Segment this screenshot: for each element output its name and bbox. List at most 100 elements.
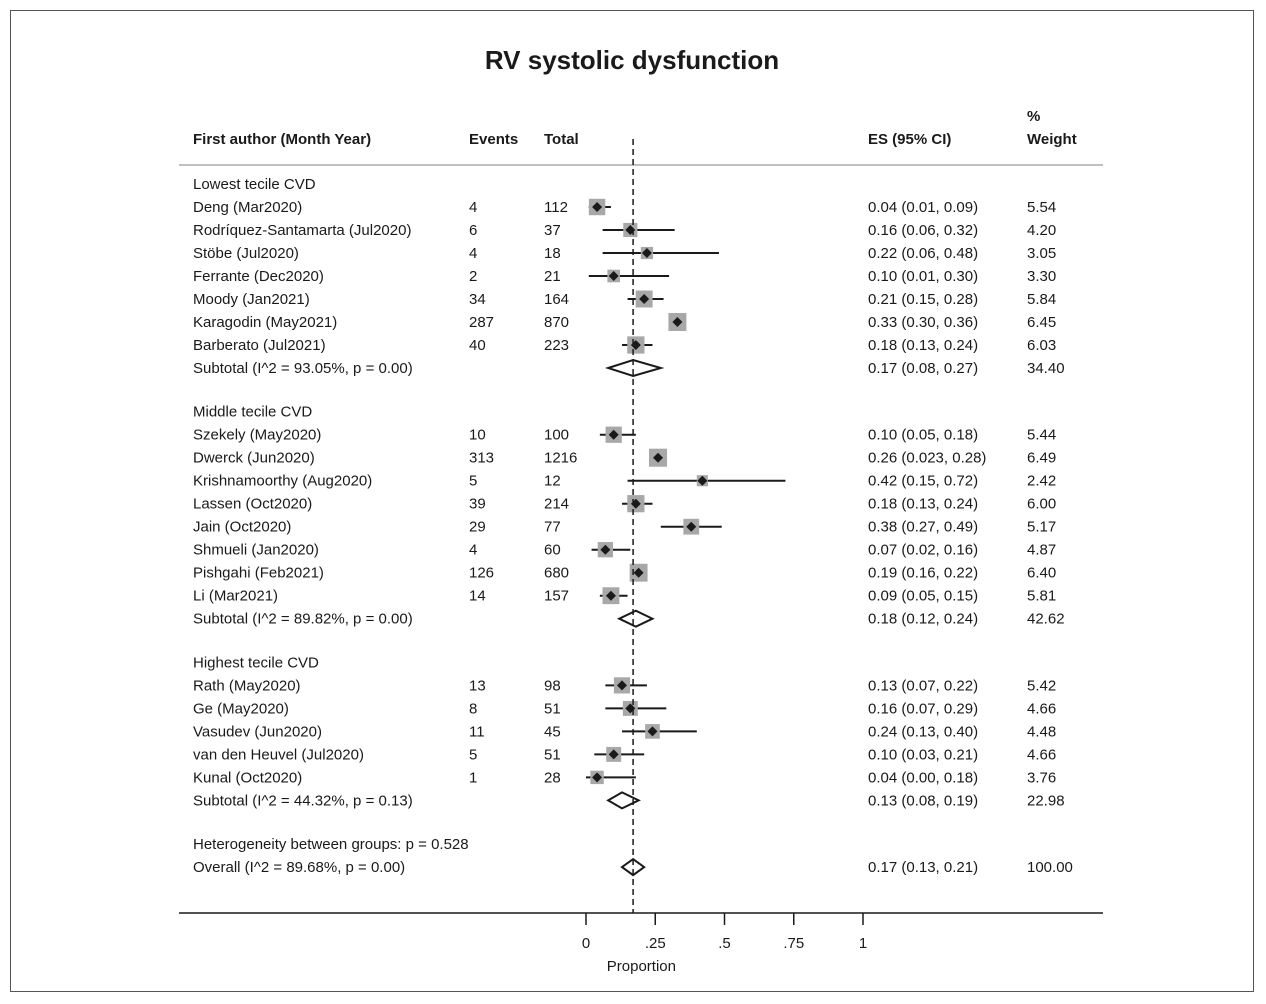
- study-weight: 3.76: [1027, 769, 1056, 786]
- study-es-ci: 0.24 (0.13, 0.40): [868, 723, 978, 740]
- study-name: Pishgahi (Feb2021): [193, 565, 324, 582]
- study-weight: 5.44: [1027, 427, 1056, 444]
- study-name: Rodríquez-Santamarta (Jul2020): [193, 222, 411, 239]
- chart-title: RV systolic dysfunction: [485, 45, 779, 75]
- study-events: 2: [469, 268, 477, 285]
- study-es-ci: 0.22 (0.06, 0.48): [868, 245, 978, 262]
- study-total: 112: [544, 199, 568, 216]
- point-estimate: [686, 521, 697, 532]
- subtotal-weight: 22.98: [1027, 792, 1065, 809]
- study-name: Kunal (Oct2020): [193, 769, 302, 786]
- study-total: 60: [544, 542, 561, 559]
- study-total: 164: [544, 291, 569, 308]
- study-name: Ferrante (Dec2020): [193, 268, 324, 285]
- study-es-ci: 0.10 (0.05, 0.18): [868, 427, 978, 444]
- header-es: ES (95% CI): [868, 131, 951, 148]
- study-es-ci: 0.18 (0.13, 0.24): [868, 496, 978, 513]
- study-name: Shmueli (Jan2020): [193, 542, 319, 559]
- study-weight: 6.00: [1027, 496, 1056, 513]
- study-events: 5: [469, 473, 477, 490]
- study-es-ci: 0.16 (0.06, 0.32): [868, 222, 978, 239]
- study-total: 223: [544, 337, 569, 354]
- point-estimate: [592, 202, 603, 212]
- heterogeneity-text: Heterogeneity between groups: p = 0.528: [193, 836, 469, 853]
- study-weight: 5.17: [1027, 519, 1056, 536]
- study-events: 10: [469, 427, 486, 444]
- point-estimate: [600, 544, 611, 555]
- study-weight: 4.87: [1027, 542, 1056, 559]
- subtotal-es-ci: 0.13 (0.08, 0.19): [868, 792, 978, 809]
- study-weight: 4.66: [1027, 746, 1056, 763]
- study-events: 1: [469, 769, 477, 786]
- study-name: van den Heuvel (Jul2020): [193, 746, 364, 763]
- point-estimate: [697, 475, 708, 486]
- header-total: Total: [544, 131, 579, 148]
- study-total: 98: [544, 677, 561, 694]
- study-es-ci: 0.42 (0.15, 0.72): [868, 473, 978, 490]
- study-name: Vasudev (Jun2020): [193, 723, 322, 740]
- subtotal-diamond: [604, 358, 665, 378]
- group-label: Highest tecile CVD: [193, 654, 319, 671]
- study-es-ci: 0.18 (0.13, 0.24): [868, 337, 978, 354]
- study-name: Krishnamoorthy (Aug2020): [193, 473, 372, 490]
- study-weight: 3.30: [1027, 268, 1056, 285]
- point-estimate: [641, 248, 652, 258]
- point-estimate: [608, 749, 619, 760]
- header-study: First author (Month Year): [193, 131, 371, 148]
- point-estimate: [672, 317, 683, 327]
- study-es-ci: 0.19 (0.16, 0.22): [868, 565, 978, 582]
- study-total: 51: [544, 746, 561, 763]
- study-total: 45: [544, 723, 561, 740]
- point-estimate: [647, 726, 658, 737]
- overall-es-ci: 0.17 (0.13, 0.21): [868, 859, 978, 876]
- study-name: Stöbe (Jul2020): [193, 245, 299, 262]
- study-name: Karagodin (May2021): [193, 314, 337, 331]
- study-name: Li (Mar2021): [193, 588, 278, 605]
- study-es-ci: 0.16 (0.07, 0.29): [868, 700, 978, 717]
- point-estimate: [605, 590, 616, 601]
- overall-label: Overall (I^2 = 89.68%, p = 0.00): [193, 859, 405, 876]
- study-weight: 5.84: [1027, 291, 1056, 308]
- study-es-ci: 0.13 (0.07, 0.22): [868, 677, 978, 694]
- figure-frame: RV systolic dysfunction First author (Mon…: [10, 10, 1254, 992]
- header-events: Events: [469, 131, 518, 148]
- study-total: 12: [544, 473, 561, 490]
- study-events: 313: [469, 450, 494, 467]
- study-events: 6: [469, 222, 477, 239]
- study-name: Ge (May2020): [193, 700, 289, 717]
- subtotal-diamond: [606, 791, 641, 810]
- study-es-ci: 0.07 (0.02, 0.16): [868, 542, 978, 559]
- study-name: Szekely (May2020): [193, 427, 321, 444]
- study-events: 34: [469, 291, 486, 308]
- header-weight-pct: %: [1027, 108, 1040, 125]
- subtotal-label: Subtotal (I^2 = 44.32%, p = 0.13): [193, 792, 413, 809]
- study-es-ci: 0.21 (0.15, 0.28): [868, 291, 978, 308]
- study-events: 39: [469, 496, 486, 513]
- study-name: Jain (Oct2020): [193, 519, 291, 536]
- study-events: 14: [469, 588, 486, 605]
- header-weight-label: Weight: [1027, 131, 1077, 148]
- study-events: 287: [469, 314, 494, 331]
- point-estimate: [608, 271, 619, 281]
- study-weight: 5.42: [1027, 677, 1056, 694]
- study-weight: 5.81: [1027, 588, 1056, 605]
- point-estimate: [653, 452, 664, 463]
- study-weight: 6.40: [1027, 565, 1056, 582]
- study-events: 13: [469, 677, 486, 694]
- study-weight: 4.48: [1027, 723, 1056, 740]
- group-label: Middle tecile CVD: [193, 404, 312, 421]
- study-total: 1216: [544, 450, 577, 467]
- subtotal-weight: 34.40: [1027, 360, 1065, 377]
- subtotal-es-ci: 0.18 (0.12, 0.24): [868, 611, 978, 628]
- study-es-ci: 0.10 (0.01, 0.30): [868, 268, 978, 285]
- study-weight: 6.49: [1027, 450, 1056, 467]
- subtotal-diamond: [616, 609, 655, 628]
- study-es-ci: 0.38 (0.27, 0.49): [868, 519, 978, 536]
- study-total: 680: [544, 565, 569, 582]
- study-total: 214: [544, 496, 569, 513]
- study-name: Rath (May2020): [193, 677, 301, 694]
- subtotal-weight: 42.62: [1027, 611, 1065, 628]
- study-es-ci: 0.04 (0.00, 0.18): [868, 769, 978, 786]
- study-total: 28: [544, 769, 561, 786]
- point-estimate: [592, 772, 603, 783]
